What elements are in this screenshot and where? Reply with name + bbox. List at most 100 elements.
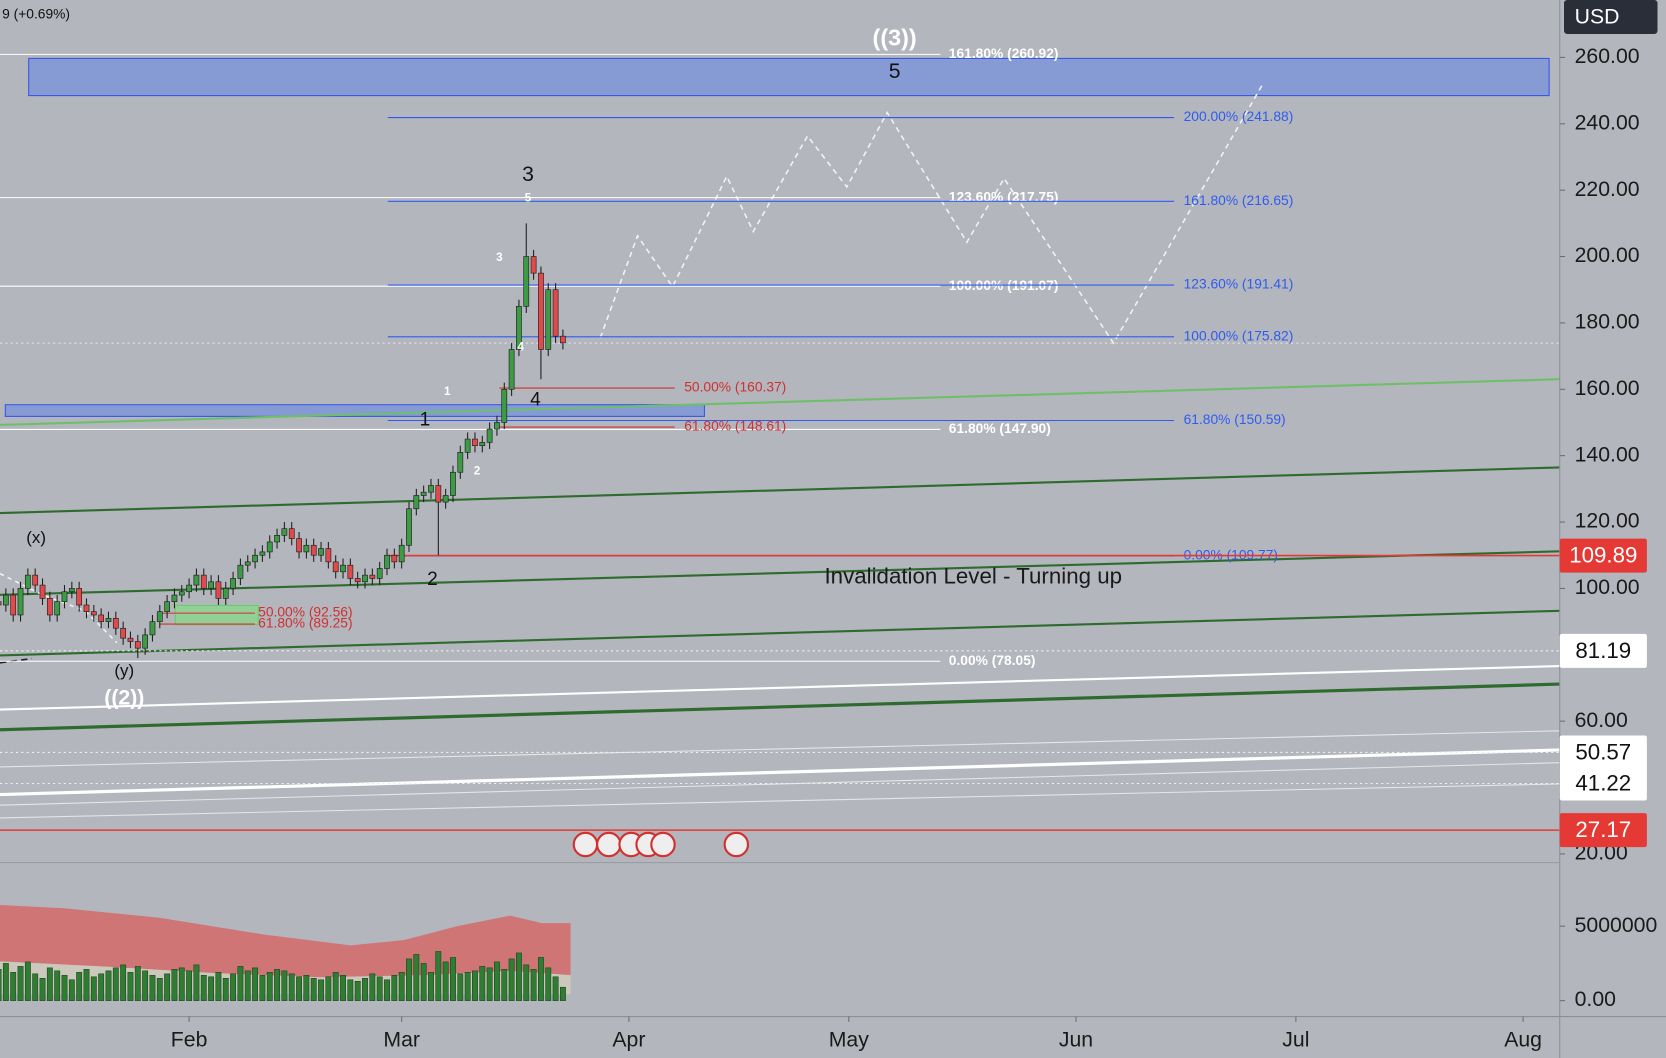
volume-bar [538,957,544,1001]
candle-body [391,554,398,563]
volume-bar [354,981,361,1001]
candle-body [142,634,148,649]
candle-body [406,508,412,546]
candles [0,223,566,659]
ticker-change: 9 (+0.69%) [2,6,70,22]
volume-bar [90,976,97,1001]
candle-body [332,561,339,573]
trendline [0,748,1560,797]
volume-band [0,905,571,978]
candle-body [200,574,207,589]
fib-label: 61.80% (148.61) [684,418,786,434]
trendline [0,378,1560,426]
volume-bar [486,967,493,1001]
candle-body [76,588,83,606]
event-flag[interactable] [650,831,676,858]
volume-bar [134,966,141,1001]
fib-label: 161.80% (216.65) [1184,192,1294,208]
projection-path [599,84,1263,345]
event-flag[interactable] [723,831,750,858]
volume-bar [266,972,273,1001]
labels: Invalidation Level - Turning up 9 (+0.69… [2,6,1122,710]
trendline [0,762,1560,806]
candle-body [252,554,258,563]
volume-bar [450,957,456,1001]
candle-body [127,637,134,642]
candle-body [90,611,97,616]
volume-bar [288,973,295,1001]
volume-bar [178,967,185,1001]
volume-bar [2,963,9,1001]
candle-body [68,588,75,593]
volume-bar [508,958,515,1001]
candle-body [83,604,90,612]
x-tick-label: Jun [1059,1028,1093,1052]
volume-bar [156,978,163,1001]
y-tick-label: 60.00 [1575,708,1628,732]
candle-body [164,601,170,612]
price-tag-label: 41.22 [1575,770,1631,795]
event-flag[interactable] [596,831,622,858]
candle-body [296,538,302,553]
fib-label: 61.80% (147.90) [949,420,1051,436]
candle-body [450,471,456,496]
y-tick-label: 120.00 [1575,509,1640,533]
volume-bar [120,964,127,1001]
price-tag [1559,766,1647,801]
candle-body [215,581,222,599]
wave-label: 2 [474,465,481,478]
candle-body [0,601,2,606]
fib-label: 123.60% (191.41) [1184,276,1294,292]
candle-body [325,548,332,563]
candle-body [222,588,229,599]
price-tag [1559,735,1647,770]
fib-label: 61.80% (89.25) [258,615,352,631]
fib-label: 0.00% (109.77) [1184,547,1278,563]
trendline [0,609,1560,657]
candle-body [464,438,471,453]
candle-body [318,548,324,556]
candle-body [310,544,317,556]
volume-bar [24,961,31,1001]
candle-body [552,289,559,337]
candle-body [501,388,508,423]
wave-label: (x) [26,528,46,547]
volume-bar [215,972,222,1001]
candle-body [39,584,46,599]
volume-bar [457,973,464,1001]
wave-label: 5 [889,59,901,83]
candle-body [2,594,9,606]
candle-body [193,574,200,586]
candle-body [523,256,530,307]
volume-bar [428,972,434,1001]
candle-body [171,594,178,603]
volume-bar [545,967,552,1001]
volume-bar [501,969,508,1001]
candle-body [413,495,420,510]
wave-path [0,657,32,664]
volume-bar [32,973,39,1001]
event-flag[interactable] [572,831,599,858]
volume-bar [479,966,486,1001]
candle-body [545,289,552,350]
currency-box[interactable] [1564,0,1658,34]
candle-body [472,438,478,447]
volume-bar [340,975,346,1001]
candle-body [46,598,53,616]
trendline [0,664,1560,711]
trendline [0,550,1560,596]
candle-body [178,591,185,596]
price-tag-label: 109.89 [1569,543,1637,568]
volume-bar [127,972,134,1001]
volume-bar [303,975,310,1001]
candle-body [105,617,112,622]
candle-body [479,442,486,447]
candle-body [457,452,464,473]
candle-body [112,617,119,629]
fib-label: 61.80% (150.59) [1184,411,1286,427]
volume-bar [171,969,178,1001]
volume-bar [244,970,251,1001]
